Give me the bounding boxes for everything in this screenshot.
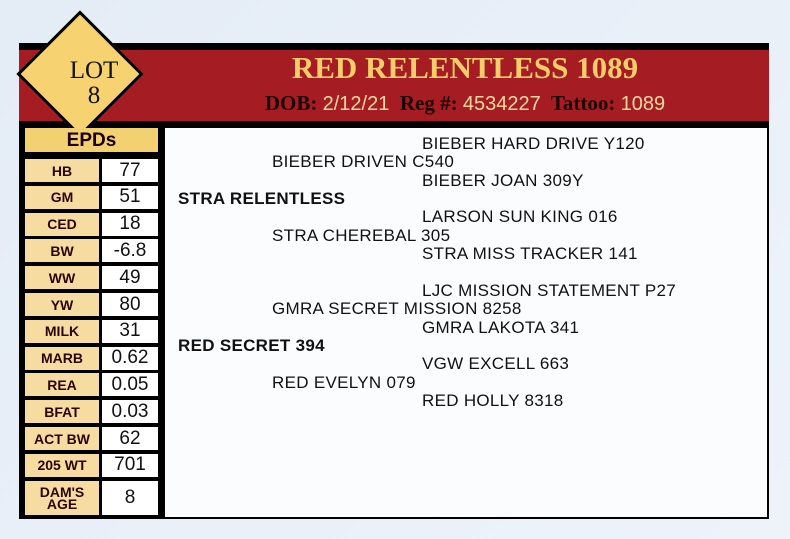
epd-row: YW 80 [25, 293, 158, 316]
pedigree-sd: STRA CHEREBAL 305 [272, 226, 451, 245]
epd-label: MARB [25, 346, 99, 370]
dob-value: 2/12/21 [322, 93, 390, 115]
lot-label: LOT [69, 57, 119, 84]
epd-value: 18 [102, 212, 158, 236]
pedigree-ssd: BIEBER JOAN 309Y [422, 171, 584, 190]
pedigree-sss: BIEBER HARD DRIVE Y120 [422, 134, 645, 153]
epd-value: 0.62 [102, 346, 158, 370]
pedigree-sdd: STRA MISS TRACKER 141 [422, 244, 638, 263]
pedigree-sire: STRA RELENTLESS [178, 189, 346, 208]
epd-label: DAM'S AGE [25, 480, 99, 515]
epd-row: HB 77 [25, 159, 158, 182]
epd-label: ACT BW [25, 427, 99, 450]
lot-number: LOT 8 [35, 58, 153, 108]
pedigree-dam: RED SECRET 394 [178, 336, 325, 355]
epd-label: REA [25, 373, 99, 397]
epd-value: 31 [102, 319, 158, 343]
epd-value: 51 [102, 185, 158, 209]
epd-row: ACT BW 62 [25, 427, 158, 450]
epd-value: 80 [102, 293, 158, 316]
epd-row: DAM'S AGE 8 [25, 480, 158, 515]
pedigree-ddd: RED HOLLY 8318 [422, 391, 564, 410]
epd-value: 701 [102, 453, 158, 477]
pedigree-ds: GMRA SECRET MISSION 8258 [272, 299, 522, 318]
tattoo-value: 1089 [620, 93, 666, 115]
animal-name: RED RELENTLESS 1089 [291, 50, 639, 85]
epd-row: GM 51 [25, 185, 158, 209]
pedigree-dsd: GMRA LAKOTA 341 [422, 318, 580, 337]
reg-value: 4534227 [462, 93, 541, 115]
epd-title: EPDs [25, 128, 158, 152]
epd-label: GM [25, 185, 99, 209]
epd-value: 0.03 [102, 400, 158, 424]
epd-value: 0.05 [102, 373, 158, 397]
epd-row: 205 WT 701 [25, 453, 158, 477]
epd-label: WW [25, 266, 99, 290]
epd-row: BFAT 0.03 [25, 400, 158, 424]
lot-value: 8 [87, 82, 101, 109]
pedigree-ss: BIEBER DRIVEN C540 [272, 152, 455, 171]
epd-value: 77 [102, 159, 158, 182]
epd-row: WW 49 [25, 266, 158, 290]
epd-value: 8 [102, 480, 158, 515]
pedigree-dss: LJC MISSION STATEMENT P27 [422, 281, 677, 300]
epd-label: 205 WT [25, 453, 99, 477]
reg-label: Reg #: [399, 91, 458, 115]
tattoo-label: Tattoo: [550, 91, 616, 115]
epd-row: REA 0.05 [25, 373, 158, 397]
epd-row: BW -6.8 [25, 239, 158, 263]
epd-row: MILK 31 [25, 319, 158, 343]
animal-info: DOB: 2/12/21 Reg #: 4534227 Tattoo: 1089 [165, 91, 765, 116]
pedigree-panel [165, 128, 767, 517]
header-band [19, 50, 769, 121]
pedigree-sds: LARSON SUN KING 016 [422, 207, 618, 226]
epd-label: BW [25, 239, 99, 263]
epd-label: BFAT [25, 400, 99, 424]
epd-value: -6.8 [102, 239, 158, 263]
pedigree-dds: VGW EXCELL 663 [422, 354, 570, 373]
epd-label: MILK [25, 319, 99, 343]
epd-label: HB [25, 159, 99, 182]
dob-label: DOB: [264, 91, 318, 115]
pedigree-dd: RED EVELYN 079 [272, 373, 416, 392]
epd-row: MARB 0.62 [25, 346, 158, 370]
epd-value: 62 [102, 427, 158, 450]
epd-label: CED [25, 212, 99, 236]
epd-label: YW [25, 293, 99, 316]
epd-value: 49 [102, 266, 158, 290]
epd-row: CED 18 [25, 212, 158, 236]
